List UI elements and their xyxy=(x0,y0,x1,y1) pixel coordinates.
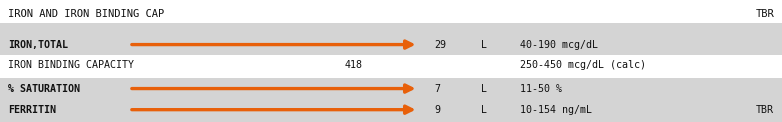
Text: 40-190 mcg/dL: 40-190 mcg/dL xyxy=(520,40,598,50)
Bar xyxy=(0,78,782,102)
Text: % SATURATION: % SATURATION xyxy=(8,84,80,94)
Text: L: L xyxy=(481,40,487,50)
Text: 9: 9 xyxy=(434,105,440,115)
Text: TBR: TBR xyxy=(756,105,774,115)
Text: IRON BINDING CAPACITY: IRON BINDING CAPACITY xyxy=(8,60,134,70)
Text: FERRITIN: FERRITIN xyxy=(8,105,56,115)
Text: L: L xyxy=(481,105,487,115)
Text: L: L xyxy=(481,84,487,94)
Text: 418: 418 xyxy=(344,60,362,70)
Text: 250-450 mcg/dL (calc): 250-450 mcg/dL (calc) xyxy=(520,60,646,70)
Bar xyxy=(0,102,782,122)
Text: IRON AND IRON BINDING CAP: IRON AND IRON BINDING CAP xyxy=(8,9,164,19)
Bar xyxy=(0,23,782,55)
Text: TBR: TBR xyxy=(755,9,774,19)
Text: 7: 7 xyxy=(434,84,440,94)
Text: 29: 29 xyxy=(434,40,446,50)
Text: IRON,TOTAL: IRON,TOTAL xyxy=(8,40,68,50)
Text: 10-154 ng/mL: 10-154 ng/mL xyxy=(520,105,592,115)
Text: 11-50 %: 11-50 % xyxy=(520,84,562,94)
